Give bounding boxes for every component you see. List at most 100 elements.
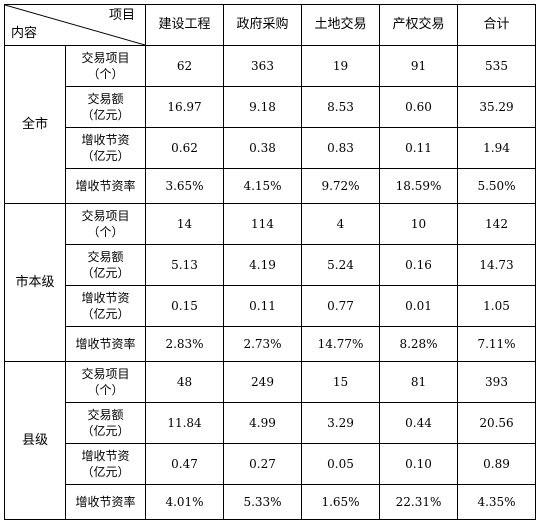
value-cell: 18.59% <box>379 168 458 204</box>
value-cell: 2.73% <box>223 326 302 362</box>
value-cell: 0.11 <box>223 285 302 327</box>
value-cell: 5.33% <box>223 484 302 520</box>
table-row: 交易额 （亿元） 11.84 4.99 3.29 0.44 20.56 <box>5 402 536 444</box>
table-row: 交易额 （亿元） 5.13 4.19 5.24 0.16 14.73 <box>5 244 536 286</box>
metric-label: 交易项目 <box>81 51 130 65</box>
metric-unit: （亿元） <box>81 424 130 438</box>
table-row: 增收节资率 4.01% 5.33% 1.65% 22.31% 4.35% <box>5 484 536 520</box>
value-cell: 9.72% <box>301 168 380 204</box>
corner-bottom-label: 内容 <box>11 26 38 41</box>
value-cell: 48 <box>145 361 224 403</box>
metric-label: 增收节资 <box>81 133 130 147</box>
region-cell: 市本级 <box>4 203 66 362</box>
value-cell: 0.05 <box>301 443 380 485</box>
value-cell: 0.62 <box>145 127 224 169</box>
corner-top-label: 项目 <box>108 8 135 23</box>
table-row: 交易额 （亿元） 16.97 9.18 8.53 0.60 35.29 <box>5 86 536 128</box>
value-cell: 4.19 <box>223 244 302 286</box>
metric-unit: （亿元） <box>81 307 130 321</box>
value-cell: 0.47 <box>145 443 224 485</box>
table-row: 增收节资 （亿元） 0.62 0.38 0.83 0.11 1.94 <box>5 127 536 169</box>
value-cell: 5.50% <box>457 168 536 204</box>
value-cell: 1.05 <box>457 285 536 327</box>
metric-unit: （个） <box>87 67 124 81</box>
value-cell: 22.31% <box>379 484 458 520</box>
value-cell: 393 <box>457 361 536 403</box>
metric-cell: 交易项目 （个） <box>65 203 146 245</box>
value-cell: 0.27 <box>223 443 302 485</box>
value-cell: 249 <box>223 361 302 403</box>
region-cell: 全市 <box>4 45 66 204</box>
value-cell: 20.56 <box>457 402 536 444</box>
value-cell: 0.15 <box>145 285 224 327</box>
value-cell: 142 <box>457 203 536 245</box>
metric-label: 交易项目 <box>81 367 130 381</box>
value-cell: 7.11% <box>457 326 536 362</box>
table-row: 增收节资率 3.65% 4.15% 9.72% 18.59% 5.50% <box>5 168 536 204</box>
value-cell: 114 <box>223 203 302 245</box>
metric-cell: 交易额 （亿元） <box>65 86 146 128</box>
value-cell: 5.13 <box>145 244 224 286</box>
statistics-table: 项目 内容 建设工程 政府采购 土地交易 产权交易 合计 全市 交易项目 （个） 62… <box>4 4 536 520</box>
metric-cell: 增收节资率 <box>65 484 146 520</box>
value-cell: 4.15% <box>223 168 302 204</box>
metric-unit: （个） <box>87 383 124 397</box>
value-cell: 19 <box>301 45 380 87</box>
column-header: 土地交易 <box>301 4 380 46</box>
value-cell: 1.94 <box>457 127 536 169</box>
region-cell: 县级 <box>4 361 66 520</box>
value-cell: 11.84 <box>145 402 224 444</box>
column-header: 产权交易 <box>379 4 458 46</box>
value-cell: 0.01 <box>379 285 458 327</box>
metric-cell: 交易项目 （个） <box>65 45 146 87</box>
value-cell: 15 <box>301 361 380 403</box>
column-header: 建设工程 <box>145 4 224 46</box>
value-cell: 535 <box>457 45 536 87</box>
diagonal-line <box>5 5 145 45</box>
metric-unit: （亿元） <box>81 108 130 122</box>
metric-cell: 交易项目 （个） <box>65 361 146 403</box>
value-cell: 363 <box>223 45 302 87</box>
value-cell: 0.77 <box>301 285 380 327</box>
value-cell: 3.65% <box>145 168 224 204</box>
corner-cell: 项目 内容 <box>4 4 146 46</box>
value-cell: 0.16 <box>379 244 458 286</box>
metric-label: 增收节资 <box>81 449 130 463</box>
metric-label: 交易额 <box>87 408 124 422</box>
metric-label: 增收节资率 <box>75 495 136 509</box>
metric-cell: 交易额 （亿元） <box>65 244 146 286</box>
value-cell: 4.99 <box>223 402 302 444</box>
value-cell: 91 <box>379 45 458 87</box>
value-cell: 1.65% <box>301 484 380 520</box>
metric-label: 增收节资 <box>81 291 130 305</box>
value-cell: 0.38 <box>223 127 302 169</box>
metric-label: 交易额 <box>87 250 124 264</box>
column-header: 合计 <box>457 4 536 46</box>
metric-unit: （亿元） <box>81 149 130 163</box>
value-cell: 81 <box>379 361 458 403</box>
value-cell: 8.53 <box>301 86 380 128</box>
value-cell: 0.11 <box>379 127 458 169</box>
table-row: 全市 交易项目 （个） 62 363 19 91 535 <box>4 45 536 204</box>
metric-cell: 增收节资率 <box>65 326 146 362</box>
header-row: 项目 内容 建设工程 政府采购 土地交易 产权交易 合计 <box>4 4 536 46</box>
value-cell: 3.29 <box>301 402 380 444</box>
value-cell: 0.83 <box>301 127 380 169</box>
table-row: 市本级 交易项目 （个） 14 114 4 10 142 <box>4 203 536 362</box>
value-cell: 5.24 <box>301 244 380 286</box>
value-cell: 10 <box>379 203 458 245</box>
value-cell: 14.73 <box>457 244 536 286</box>
metric-label: 交易项目 <box>81 209 130 223</box>
value-cell: 4 <box>301 203 380 245</box>
table-row: 增收节资 （亿元） 0.47 0.27 0.05 0.10 0.89 <box>5 443 536 485</box>
value-cell: 4.01% <box>145 484 224 520</box>
value-cell: 14 <box>145 203 224 245</box>
metric-label: 增收节资率 <box>75 179 136 193</box>
value-cell: 2.83% <box>145 326 224 362</box>
metric-unit: （亿元） <box>81 465 130 479</box>
table-row: 增收节资率 2.83% 2.73% 14.77% 8.28% 7.11% <box>5 326 536 362</box>
value-cell: 0.10 <box>379 443 458 485</box>
value-cell: 35.29 <box>457 86 536 128</box>
metric-cell: 增收节资 （亿元） <box>65 285 146 327</box>
value-cell: 0.60 <box>379 86 458 128</box>
